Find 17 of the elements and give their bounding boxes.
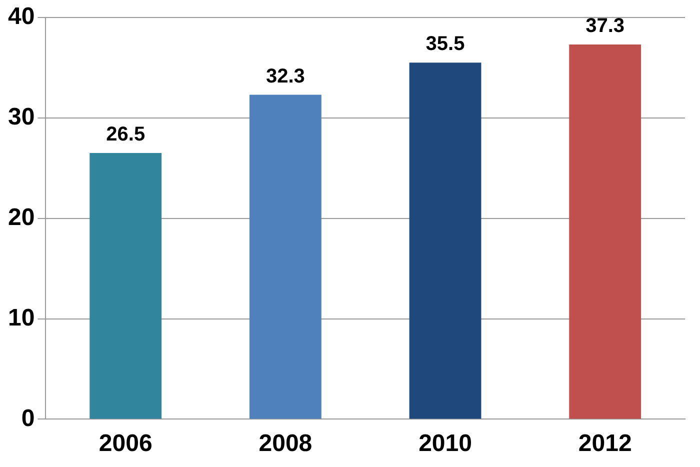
x-tick-label: 2010	[418, 430, 472, 458]
bar	[569, 44, 642, 419]
data-label: 35.5	[426, 33, 465, 56]
bar	[90, 153, 162, 419]
y-tick-label: 20	[8, 204, 35, 231]
data-label: 32.3	[266, 65, 305, 88]
x-tick-label: 2008	[258, 430, 312, 458]
data-label: 26.5	[106, 124, 146, 146]
bar	[409, 62, 482, 419]
y-tick-label: 30	[8, 103, 35, 130]
y-tick-label: 40	[8, 3, 35, 30]
bar	[249, 94, 322, 419]
data-label: 37.3	[586, 15, 625, 38]
y-tick-label: 10	[8, 304, 35, 332]
x-tick-label: 2006	[98, 430, 152, 458]
x-tick-label: 2012	[578, 430, 632, 458]
y-tick-label: 0	[21, 404, 35, 432]
